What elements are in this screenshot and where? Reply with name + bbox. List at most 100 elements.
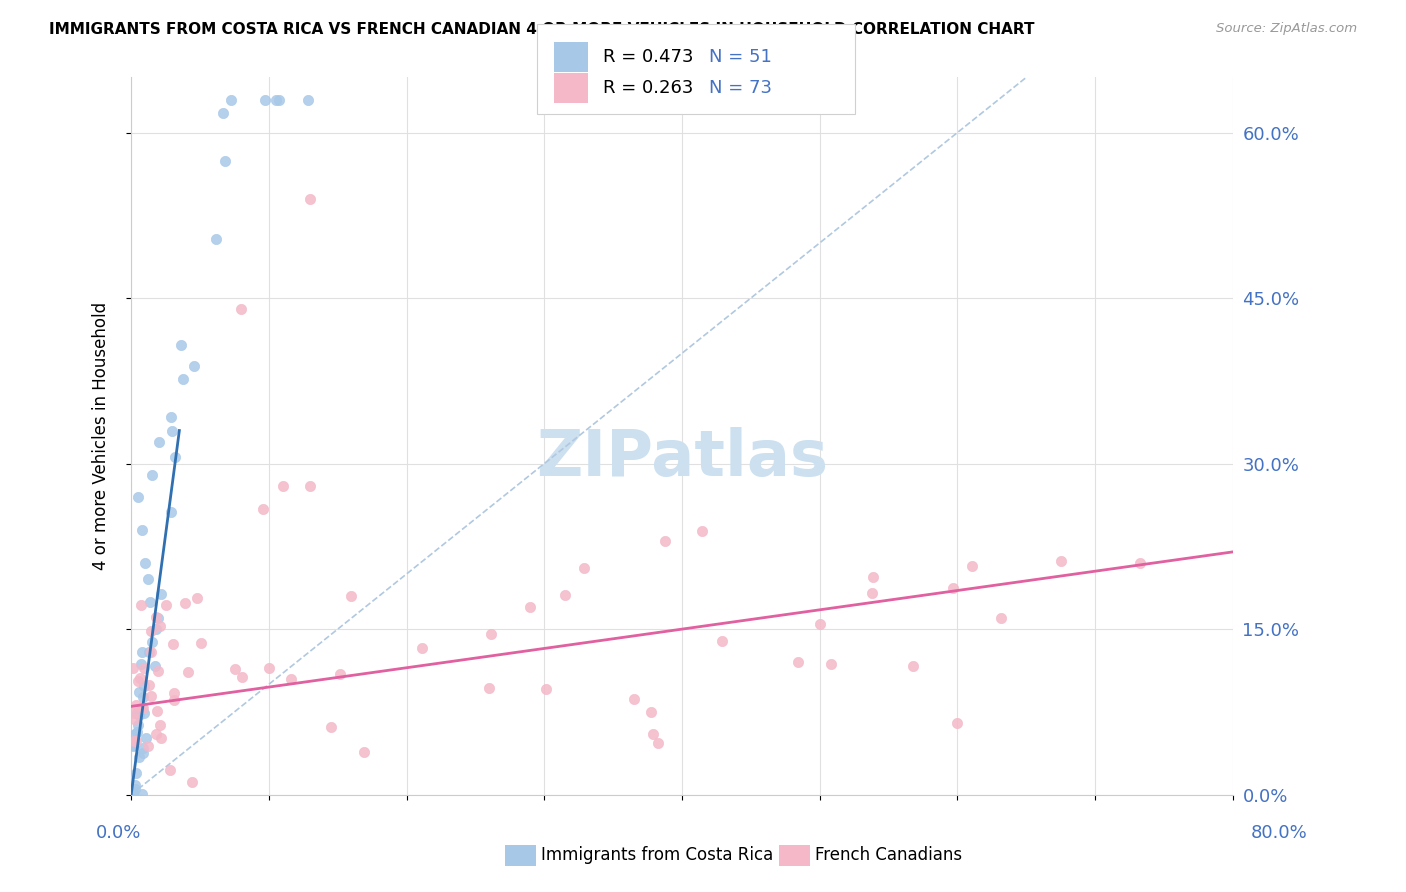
Point [264,93,287,107]
Point [150,586,173,600]
Point [150,731,173,746]
Text: R = 0.473: R = 0.473 [603,48,693,66]
Point [136,739,159,753]
Point [132,701,155,715]
Point [960,559,983,574]
Point [131,700,153,714]
Point [141,634,163,648]
Point [623,691,645,706]
Point [862,570,884,584]
Point [252,502,274,516]
Point [162,637,184,651]
Point [136,573,159,587]
Point [145,727,167,741]
Point [143,659,166,673]
Point [269,93,291,107]
Point [131,787,153,801]
Point [149,718,172,732]
Point [180,774,202,789]
Point [224,662,246,676]
Point [131,740,153,755]
Point [231,670,253,684]
Point [134,556,156,570]
Point [125,765,148,780]
Point [901,659,924,673]
Text: N = 73: N = 73 [709,79,772,97]
Point [411,640,433,655]
Point [170,338,193,352]
Point [554,588,576,602]
Point [128,707,150,722]
Point [139,689,162,703]
Point [124,698,146,712]
Point [299,478,322,492]
Point [127,718,149,732]
Point [860,585,883,599]
Y-axis label: 4 or more Vehicles in Household: 4 or more Vehicles in Household [93,302,110,570]
Point [257,660,280,674]
Point [253,93,276,107]
Point [212,106,235,120]
Point [121,787,143,801]
Point [138,645,160,659]
Point [299,192,322,206]
Point [353,745,375,759]
Text: 80.0%: 80.0% [1251,824,1308,842]
Point [125,734,148,748]
Point [128,684,150,698]
Point [183,359,205,374]
Point [148,664,170,678]
Point [121,661,143,675]
Text: Source: ZipAtlas.com: Source: ZipAtlas.com [1216,22,1357,36]
Point [1049,554,1071,568]
Point [148,434,170,449]
Point [479,627,502,641]
Point [690,524,713,538]
Text: ZIPatlas: ZIPatlas [536,426,828,489]
Point [297,93,319,107]
Point [160,505,183,519]
Point [122,712,145,726]
Point [131,645,153,659]
Point [141,624,163,638]
Point [478,681,501,696]
Point [132,690,155,704]
Text: IMMIGRANTS FROM COSTA RICA VS FRENCH CANADIAN 4 OR MORE VEHICLES IN HOUSEHOLD CO: IMMIGRANTS FROM COSTA RICA VS FRENCH CAN… [49,22,1035,37]
Point [124,727,146,741]
Point [145,610,167,624]
Point [329,666,352,681]
Point [159,763,181,777]
Point [186,591,208,606]
Point [1129,556,1152,570]
Point [204,232,226,246]
Point [942,581,965,595]
Point [159,409,181,424]
Point [174,596,197,610]
Point [321,720,343,734]
Text: R = 0.263: R = 0.263 [603,79,693,97]
Point [149,619,172,633]
Point [172,372,194,386]
Text: Immigrants from Costa Rica: Immigrants from Costa Rica [541,847,773,864]
Point [129,657,152,672]
Point [340,589,363,603]
Point [128,671,150,685]
Point [125,724,148,739]
Point [231,302,253,317]
Point [214,153,236,168]
Point [146,704,169,718]
Point [641,727,664,741]
Text: French Canadians: French Canadians [815,847,963,864]
Point [145,622,167,636]
Point [808,616,831,631]
Point [122,706,145,721]
Point [141,467,163,482]
Point [165,450,187,465]
Point [134,706,156,720]
Point [127,674,149,689]
Point [122,738,145,752]
Point [219,93,242,107]
Point [163,693,186,707]
Point [131,746,153,760]
Point [710,634,733,648]
